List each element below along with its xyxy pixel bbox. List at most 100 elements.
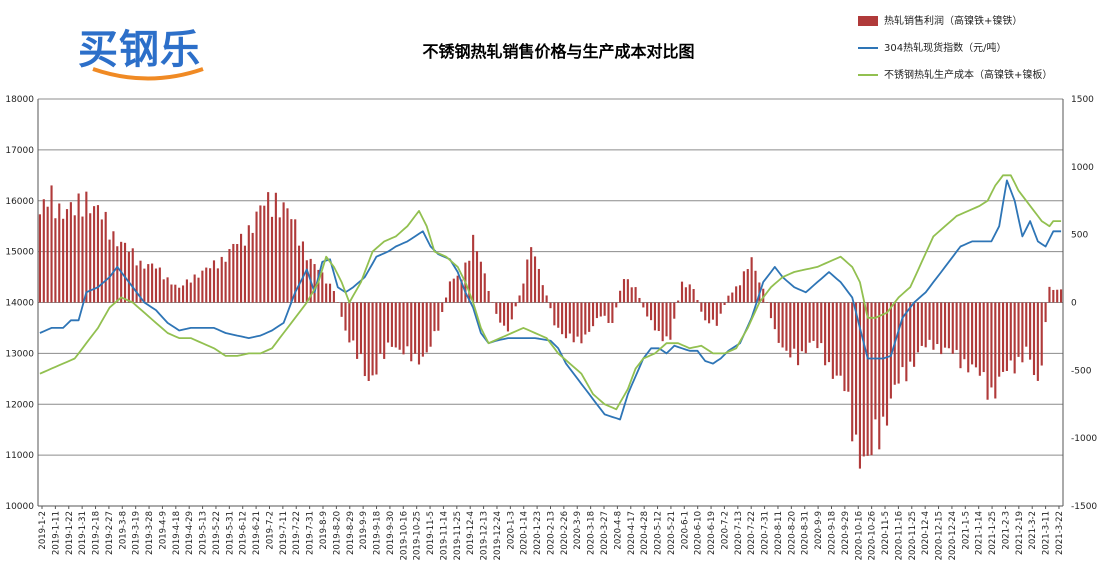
profit-bar (135, 265, 138, 303)
x-tick-label: 2021-2-19 (1015, 511, 1025, 555)
x-tick-label: 2021-1-5 (961, 511, 971, 550)
profit-bar (479, 261, 482, 303)
profit-bar (1048, 286, 1051, 303)
x-tick-label: 2020-12-24 (948, 511, 958, 560)
profit-bar (847, 302, 850, 392)
profit-bar (661, 302, 664, 342)
profit-bar (835, 302, 838, 376)
profit-bar (514, 302, 517, 307)
profit-bar (615, 302, 618, 308)
profit-bar (978, 302, 981, 376)
profit-bar (719, 302, 722, 314)
tick-labels: 1000011000120001300014000150001600017000… (5, 95, 1097, 560)
profit-bar (963, 302, 966, 360)
profit-bar (321, 272, 324, 303)
profit-bar (181, 285, 185, 303)
x-tick-label: 2020-1-23 (533, 511, 543, 555)
profit-bar (928, 302, 931, 340)
x-tick-label: 2019-5-13 (199, 511, 209, 555)
x-tick-label: 2019-5-22 (212, 511, 222, 555)
x-tick-label: 2020-2-26 (560, 511, 570, 555)
profit-bar (878, 302, 881, 450)
x-tick-label: 2019-10-25 (413, 511, 423, 560)
profit-bar (599, 302, 602, 317)
x-tick-label: 2019-6-21 (252, 511, 262, 555)
profit-bar (1021, 302, 1024, 363)
x-tick-label: 2020-1-3 (506, 511, 516, 550)
x-tick-label: 2019-1-22 (65, 511, 75, 555)
profit-bar (251, 232, 254, 303)
profit-bar (356, 302, 359, 359)
y-right-tick-label: 1500 (1071, 95, 1094, 105)
x-tick-label: 2021-3-22 (1055, 511, 1065, 555)
profit-bar (166, 277, 169, 303)
x-tick-label: 2020-10-26 (868, 511, 878, 560)
profit-bar (1040, 302, 1043, 366)
profit-bar (642, 302, 645, 308)
profit-bar (274, 192, 277, 303)
profit-bar (69, 202, 72, 303)
x-tick-label: 2020-5-21 (667, 511, 677, 555)
profit-bar (549, 302, 552, 309)
x-tick-label: 2019-2-27 (105, 511, 115, 555)
profit-bar (793, 302, 796, 349)
profit-bar (622, 279, 626, 303)
profit-bar (750, 257, 753, 303)
profit-bar (1025, 302, 1028, 347)
profit-bar (777, 302, 780, 343)
profit-bar (487, 290, 490, 303)
x-tick-label: 2019-1-31 (78, 511, 88, 555)
profit-bar (855, 302, 858, 435)
profit-bar (151, 263, 154, 303)
profit-bar (1009, 302, 1012, 361)
profit-bar (998, 302, 1001, 377)
profit-bar (796, 302, 800, 366)
profit-bar (885, 302, 889, 426)
profit-bar (789, 302, 792, 358)
profit-bar (1017, 302, 1020, 357)
x-tick-label: 2019-3-28 (145, 511, 155, 555)
profit-bar (220, 256, 223, 303)
profit-bar (209, 268, 212, 303)
profit-bar (932, 302, 935, 350)
profit-bar (986, 302, 989, 400)
profit-bar (50, 185, 53, 303)
profit-bar (808, 302, 811, 343)
profit-bar (708, 302, 711, 324)
profit-bar (1013, 302, 1016, 374)
profit-bar (897, 302, 900, 384)
profit-bar (766, 302, 769, 303)
x-tick-label: 2020-10-16 (854, 511, 864, 560)
x-tick-label: 2019-7-31 (306, 511, 316, 555)
x-tick-label: 2020-11-25 (908, 511, 918, 560)
profit-bar (553, 302, 556, 326)
x-tick-label: 2019-12-4 (466, 511, 476, 555)
profit-bar (537, 268, 540, 303)
profit-bar (371, 302, 374, 376)
profit-bar (1044, 302, 1047, 323)
y-left-tick-label: 13000 (5, 349, 34, 359)
x-tick-label: 2019-2-18 (92, 511, 102, 555)
profit-bar (290, 219, 293, 303)
profit-bar (711, 302, 715, 320)
legend-swatch-line-icon (858, 74, 878, 76)
profit-bar (936, 302, 939, 345)
profit-bar (684, 287, 687, 303)
profit-bar (947, 302, 950, 349)
price-line (39, 179, 1062, 421)
profit-bar (243, 245, 246, 303)
x-tick-label: 2021-1-25 (988, 511, 998, 555)
profit-bar (1056, 289, 1059, 303)
profit-bar (448, 281, 451, 303)
profit-bar (313, 264, 316, 303)
profit-bar (584, 302, 587, 335)
profit-bar (472, 234, 475, 303)
x-tick-label: 2020-9-18 (828, 511, 838, 555)
x-tick-label: 2019-8-9 (319, 511, 329, 550)
profit-bar (147, 264, 150, 303)
profit-bar (240, 233, 243, 303)
y-left-tick-label: 14000 (5, 299, 34, 309)
profit-bar (294, 219, 297, 303)
profit-bar (58, 203, 61, 303)
x-tick-label: 2020-6-19 (707, 511, 717, 555)
